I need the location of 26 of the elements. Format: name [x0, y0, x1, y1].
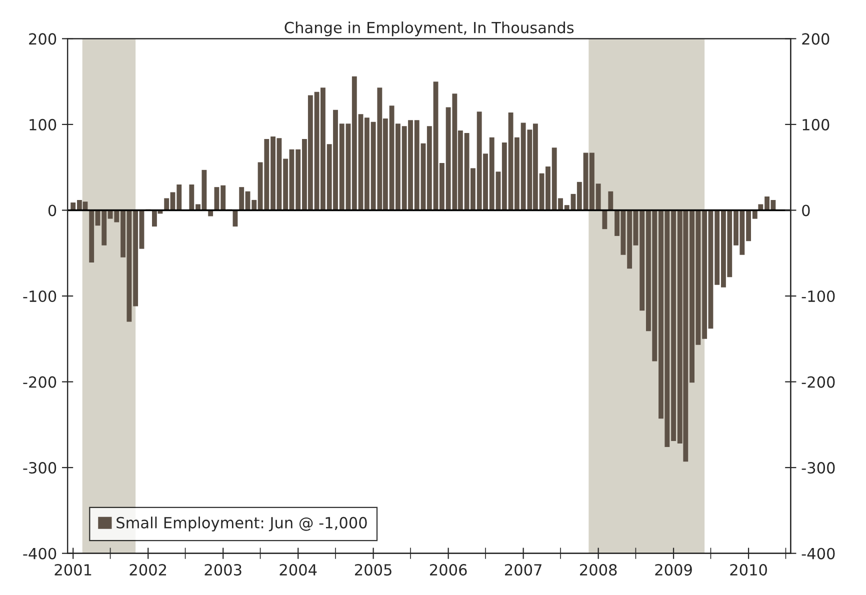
y-tick-label: 100: [30, 118, 56, 130]
y-tick-label: -300: [23, 462, 56, 474]
x-tick-label: 2001: [54, 564, 92, 576]
y2-tick-label: -400: [802, 548, 835, 560]
y-tick-label: -200: [23, 376, 56, 388]
y2-tick-label: 100: [802, 118, 830, 130]
y-tick-label: -400: [23, 548, 56, 560]
y2-tick-label: 0: [802, 204, 810, 216]
x-tick-label: 2009: [655, 564, 692, 576]
y2-tick-label: -100: [802, 290, 835, 302]
x-tick-label: 2007: [505, 564, 542, 576]
x-tick-label: 2006: [430, 564, 467, 576]
y-tick-label: 200: [29, 33, 56, 45]
y-tick-label: -100: [23, 290, 56, 302]
x-tick-label: 2002: [130, 564, 166, 576]
y2-tick-label: -300: [802, 462, 835, 474]
legend-label: Small Employment: Jun @ -1,000: [116, 516, 367, 532]
y2-tick-label: -200: [802, 376, 835, 388]
chart-subtitle: Change in Employment, In Thousands: [284, 22, 574, 36]
x-tick-label: 2004: [280, 564, 317, 576]
y-tick-label: 0: [48, 204, 56, 216]
x-tick-label: 2010: [730, 564, 767, 576]
x-tick-label: 2008: [580, 564, 617, 576]
x-tick-label: 2005: [354, 564, 392, 576]
y2-tick-label: 200: [802, 33, 830, 45]
x-tick-label: 2003: [204, 564, 242, 576]
